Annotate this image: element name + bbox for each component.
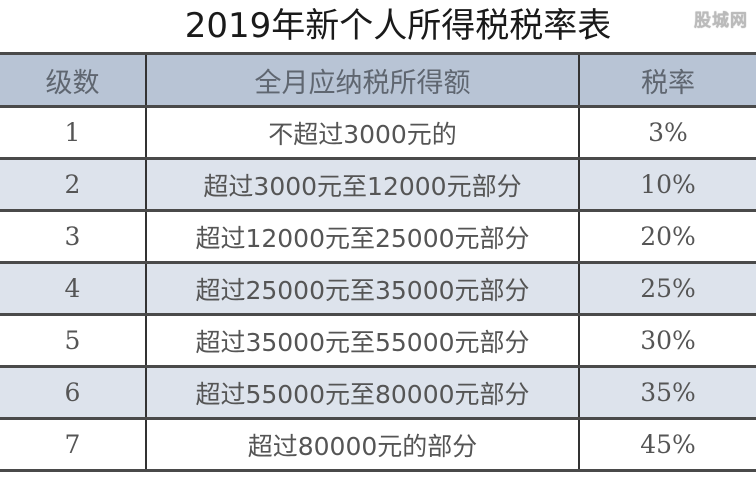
watermark-logo: 股城网 xyxy=(694,11,748,31)
cell-rate: 35% xyxy=(579,365,756,420)
cell-rate: 10% xyxy=(579,157,756,212)
header-rate: 税率 xyxy=(579,52,756,108)
cell-rate: 3% xyxy=(579,105,756,160)
cell-income-range: 超过3000元至12000元部分 xyxy=(146,157,580,212)
table-row: 4 超过25000元至35000元部分 25% xyxy=(0,261,756,316)
table-row: 5 超过35000元至55000元部分 30% xyxy=(0,313,756,368)
cell-income-range: 超过80000元的部分 xyxy=(146,417,580,472)
cell-level: 5 xyxy=(0,313,147,368)
header-income-range: 全月应纳税所得额 xyxy=(146,52,580,108)
cell-rate: 30% xyxy=(579,313,756,368)
cell-level: 4 xyxy=(0,261,147,316)
cell-level: 2 xyxy=(0,157,147,212)
tax-rate-table: 级数 全月应纳税所得额 税率 1 不超过3000元的 3% 2 超过3000元至1200… xyxy=(0,52,756,472)
cell-income-range: 超过25000元至35000元部分 xyxy=(146,261,580,316)
cell-level: 7 xyxy=(0,417,147,472)
cell-rate: 20% xyxy=(579,209,756,264)
table-row: 3 超过12000元至25000元部分 20% xyxy=(0,209,756,264)
page-title: 2019年新个人所得税税率表 xyxy=(184,6,612,46)
cell-level: 3 xyxy=(0,209,147,264)
cell-income-range: 不超过3000元的 xyxy=(146,105,580,160)
header-level: 级数 xyxy=(0,52,147,108)
table-row: 6 超过55000元至80000元部分 35% xyxy=(0,365,756,420)
cell-income-range: 超过12000元至25000元部分 xyxy=(146,209,580,264)
table-row: 1 不超过3000元的 3% xyxy=(0,105,756,160)
cell-level: 1 xyxy=(0,105,147,160)
cell-income-range: 超过35000元至55000元部分 xyxy=(146,313,580,368)
cell-rate: 45% xyxy=(579,417,756,472)
table-header-row: 级数 全月应纳税所得额 税率 xyxy=(0,52,756,108)
cell-level: 6 xyxy=(0,365,147,420)
cell-rate: 25% xyxy=(579,261,756,316)
table-row: 2 超过3000元至12000元部分 10% xyxy=(0,157,756,212)
table-row: 7 超过80000元的部分 45% xyxy=(0,417,756,472)
cell-income-range: 超过55000元至80000元部分 xyxy=(146,365,580,420)
